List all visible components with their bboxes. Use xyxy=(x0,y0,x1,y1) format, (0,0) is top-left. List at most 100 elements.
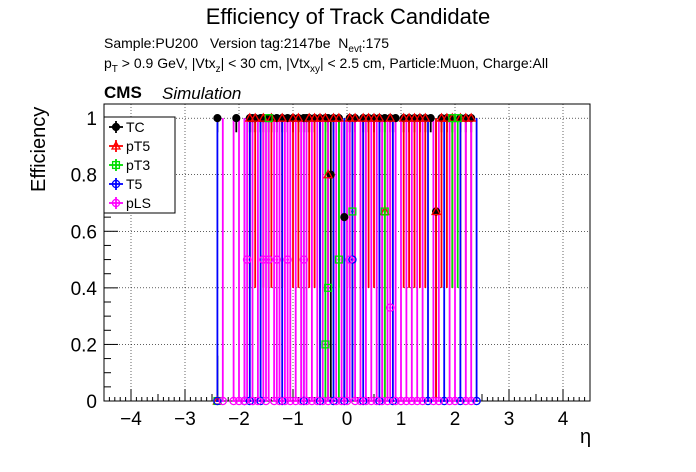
pLS-point-6 xyxy=(253,396,263,406)
x-tick-label-0: −4 xyxy=(120,409,142,430)
pT5-point-1 xyxy=(244,112,255,122)
y-tick-label-4: 0.8 xyxy=(71,166,97,187)
T5-point-12 xyxy=(388,396,398,406)
pLS-point-46 xyxy=(461,396,471,406)
pT3-point-8 xyxy=(453,114,462,123)
pT5-point-18 xyxy=(363,112,374,122)
pLS-point-12 xyxy=(275,396,284,406)
cms-label: CMS xyxy=(104,83,142,102)
pLS-point-38 xyxy=(402,396,411,406)
T5-point-6 xyxy=(315,396,325,406)
pLS-point-11 xyxy=(272,255,282,264)
pLS-point-24 xyxy=(331,396,341,406)
pT5-point-25 xyxy=(409,112,420,122)
pLS-point-18 xyxy=(299,255,309,264)
legend-label-pLS: pLS xyxy=(126,195,151,211)
pLS-point-8 xyxy=(261,396,271,406)
pT5-point-29 xyxy=(436,112,447,122)
pLS-point-47 xyxy=(466,396,476,406)
T5-point-14 xyxy=(439,396,449,406)
y-axis-label: Efficiency xyxy=(28,106,50,192)
pT5-point-26 xyxy=(414,112,426,122)
pT5-point-16 xyxy=(349,112,361,122)
x-tick-label-3: −1 xyxy=(282,409,304,430)
pLS-point-10 xyxy=(269,396,279,406)
T5-point-16 xyxy=(472,396,481,406)
legend-marker-pT5 xyxy=(110,140,122,150)
pLS-point-37 xyxy=(396,396,406,406)
pLS-point-36 xyxy=(391,396,400,406)
pLS-point-25 xyxy=(337,396,346,406)
cut-text-2: | < 30 cm, |Vtx xyxy=(220,55,310,71)
T5-point-5 xyxy=(299,396,309,406)
pT5-point-28 xyxy=(430,205,442,216)
T5-point-9 xyxy=(348,255,357,264)
pT5-point-20 xyxy=(374,112,385,122)
pLS-point-30 xyxy=(361,396,371,406)
pLS-point-7 xyxy=(259,255,268,264)
T5-point-2 xyxy=(245,396,255,406)
pLS-point-5 xyxy=(248,396,257,406)
chart-title: Efficiency of Track Candidate xyxy=(205,4,491,29)
legend-label-pT3: pT3 xyxy=(126,157,150,173)
nevt-subscript: evt xyxy=(348,43,362,55)
pT5-point-17 xyxy=(358,112,369,122)
pLS-point-17 xyxy=(296,396,306,406)
x-tick-label-2: −2 xyxy=(228,409,250,430)
y-tick-label-1: 0.2 xyxy=(71,335,97,356)
pT3-point-4 xyxy=(334,255,343,264)
pLS-point-34 xyxy=(383,396,392,406)
pT5-point-10 xyxy=(314,112,326,122)
pLS-point-29 xyxy=(356,396,365,406)
pT5-point-27 xyxy=(420,112,431,122)
pLS-point-45 xyxy=(450,396,460,406)
pLS-point-0 xyxy=(218,396,228,406)
pLS-point-23 xyxy=(323,396,333,406)
pT5-point-23 xyxy=(398,112,409,122)
pLS-point-32 xyxy=(372,396,381,406)
sample-info: Sample:PU200 Version tag:2147be Nevt:175 xyxy=(104,35,389,55)
pT5-point-13 xyxy=(328,112,339,122)
pt-subscript: T xyxy=(111,63,118,75)
legend-label-pT5: pT5 xyxy=(126,138,150,154)
y-tick-label-2: 0.4 xyxy=(71,279,98,300)
pLS-point-4 xyxy=(242,255,252,264)
cut-text-3: | < 2.5 cm, Particle:Muon, Charge:All xyxy=(319,55,549,71)
legend-marker-pT3 xyxy=(111,160,121,170)
legend-label-T5: T5 xyxy=(126,176,143,192)
pT5-point-9 xyxy=(309,112,320,122)
pLS-point-42 xyxy=(429,396,438,406)
pT5-point-34 xyxy=(466,112,477,122)
TC-point-24 xyxy=(340,213,349,222)
pLS-point-27 xyxy=(345,255,354,264)
pT5-point-7 xyxy=(293,112,304,122)
x-tick-label-7: 3 xyxy=(504,409,515,430)
pT5-point-24 xyxy=(403,112,415,122)
x-tick-label-6: 2 xyxy=(450,409,461,430)
pLS-point-13 xyxy=(280,396,290,406)
pT3-point-6 xyxy=(380,207,389,216)
nevt-value: :175 xyxy=(361,35,389,51)
pT5-point-22 xyxy=(385,112,396,122)
pT3-point-3 xyxy=(324,283,333,292)
pLS-point-28 xyxy=(350,396,360,406)
pLS-point-21 xyxy=(313,396,322,406)
pLS-point-15 xyxy=(286,396,295,406)
x-tick-label-5: 1 xyxy=(396,409,407,430)
vz-subscript: z xyxy=(215,63,221,75)
pLS-point-39 xyxy=(407,396,417,406)
sample-label: Sample:PU200 xyxy=(104,35,199,51)
pT5-point-15 xyxy=(344,112,355,122)
pLS-point-9 xyxy=(264,255,273,264)
pLS-point-41 xyxy=(418,396,427,406)
pT5-point-33 xyxy=(460,112,471,122)
legend-marker-T5 xyxy=(111,179,121,189)
T5-point-4 xyxy=(277,396,287,406)
pT5-point-14 xyxy=(333,112,345,122)
pT5-point-5 xyxy=(277,112,288,122)
y-tick-label-5: 1 xyxy=(86,109,97,130)
pT3-point-5 xyxy=(348,207,357,216)
pT5-point-19 xyxy=(368,112,380,122)
pT3-point-1 xyxy=(264,114,273,123)
